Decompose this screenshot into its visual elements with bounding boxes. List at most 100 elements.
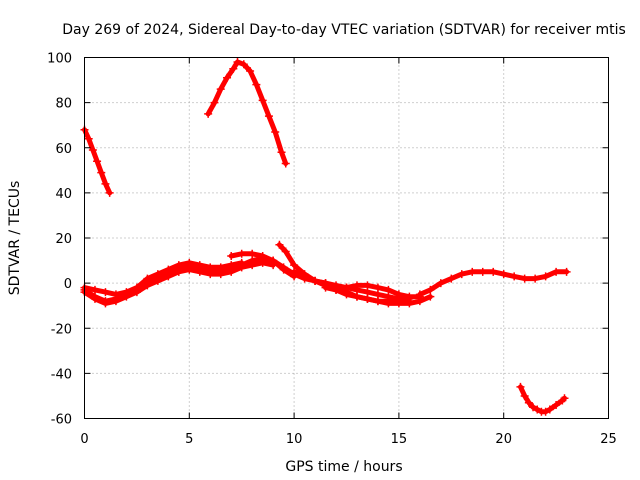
data-point <box>97 168 106 177</box>
data-point <box>206 270 215 279</box>
data-point <box>352 292 361 301</box>
data-point <box>520 391 529 400</box>
data-point <box>122 288 131 297</box>
y-tick-label: 100 <box>47 52 72 67</box>
data-point <box>264 112 273 121</box>
data-point <box>227 252 236 261</box>
data-point <box>216 270 225 279</box>
data-point <box>227 267 236 276</box>
data-point <box>185 265 194 274</box>
data-point <box>457 270 466 279</box>
data-point <box>384 297 393 306</box>
data-point <box>164 265 173 274</box>
data-point <box>531 274 540 283</box>
data-point <box>524 398 533 407</box>
data-point <box>478 267 487 276</box>
x-tick-label: 5 <box>185 432 193 447</box>
data-point <box>101 179 110 188</box>
data-point <box>88 146 97 155</box>
data-point <box>426 292 435 301</box>
data-point <box>84 134 93 143</box>
data-point <box>216 263 225 272</box>
data-point <box>258 252 267 261</box>
data-point <box>252 80 261 89</box>
data-point <box>510 272 519 281</box>
series-arc-c <box>82 260 245 297</box>
data-point <box>227 261 236 270</box>
data-point <box>258 258 267 267</box>
data-point <box>363 281 372 290</box>
data-point <box>229 64 238 73</box>
x-tick-label: 25 <box>600 432 617 447</box>
data-point <box>447 274 456 283</box>
data-point <box>342 283 351 292</box>
series-arc-late-negative <box>518 384 567 415</box>
series-arc-midday-peak <box>205 59 289 166</box>
data-point <box>195 267 204 276</box>
data-point <box>237 258 246 267</box>
data-point <box>394 297 403 306</box>
data-point <box>281 247 290 256</box>
y-axis-label: SDTVAR / TECUs <box>7 181 23 296</box>
data-point <box>258 96 267 105</box>
data-point <box>233 58 242 67</box>
data-point <box>164 272 173 281</box>
data-point <box>489 267 498 276</box>
x-tick-label: 15 <box>391 432 408 447</box>
data-point <box>541 272 550 281</box>
data-point <box>275 240 284 249</box>
data-point <box>269 256 278 265</box>
data-point <box>363 294 372 303</box>
data-point <box>290 267 299 276</box>
data-point <box>332 285 341 294</box>
data-point <box>101 288 110 297</box>
y-tick-label: 40 <box>55 187 72 202</box>
data-point <box>90 285 99 294</box>
grid-lines <box>84 57 609 419</box>
data-point <box>153 276 162 285</box>
data-point <box>246 67 255 76</box>
data-point <box>560 394 569 403</box>
data-point <box>545 405 554 414</box>
data-point <box>153 270 162 279</box>
data-point <box>105 188 114 197</box>
x-tick-label: 10 <box>286 432 303 447</box>
data-point <box>405 294 414 303</box>
data-point <box>185 258 194 267</box>
data-point <box>277 148 286 157</box>
plot-frame <box>84 57 609 419</box>
data-point <box>552 267 561 276</box>
y-tick-label: -20 <box>51 322 72 337</box>
data-point <box>373 290 382 299</box>
data-point <box>216 85 225 94</box>
y-tick-label: 20 <box>55 232 72 247</box>
data-point <box>384 285 393 294</box>
data-point <box>321 283 330 292</box>
data-point <box>279 263 288 272</box>
data-point <box>143 281 152 290</box>
data-point <box>223 73 232 82</box>
data-point <box>300 272 309 281</box>
data-point <box>352 281 361 290</box>
data-point <box>206 263 215 272</box>
data-point <box>90 294 99 303</box>
data-point <box>342 290 351 299</box>
data-point <box>174 267 183 276</box>
y-tick-label: 80 <box>55 97 72 112</box>
data-series-group <box>80 58 571 416</box>
data-point <box>468 267 477 276</box>
data-point <box>210 98 219 107</box>
chart-title: Day 269 of 2024, Sidereal Day-to-day VTE… <box>62 22 626 38</box>
data-point <box>373 283 382 292</box>
data-point <box>363 288 372 297</box>
data-point <box>239 60 248 69</box>
data-point <box>111 290 120 299</box>
data-point <box>311 276 320 285</box>
data-point <box>529 403 538 412</box>
data-point <box>533 405 542 414</box>
data-point <box>436 279 445 288</box>
data-point <box>248 261 257 270</box>
axis-ticks: 0 5 10 15 20 25 -60 -40 -20 0 20 40 60 80 100 <box>47 52 617 448</box>
data-point <box>499 270 508 279</box>
